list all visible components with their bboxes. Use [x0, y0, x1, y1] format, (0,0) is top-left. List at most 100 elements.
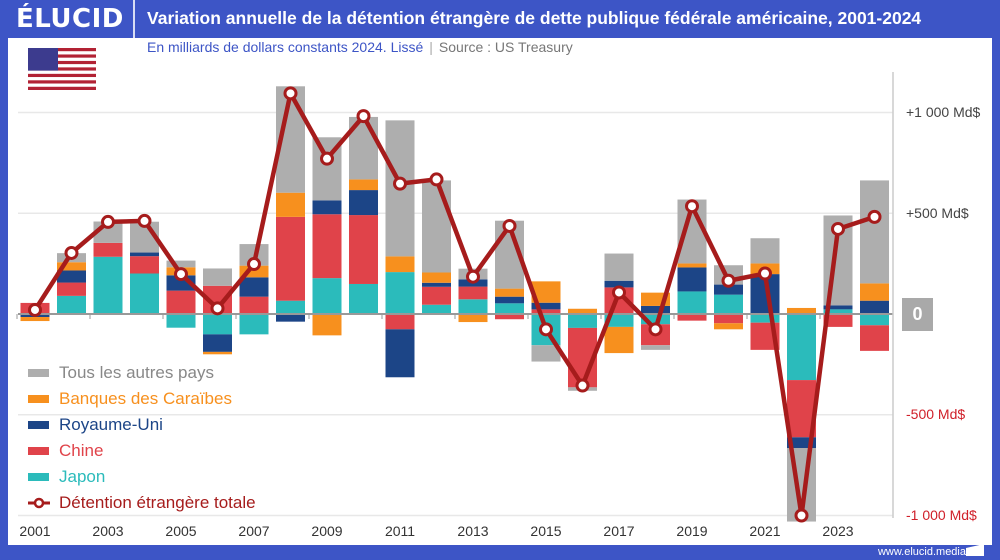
bar-segment-caraibes-2012 — [422, 272, 451, 283]
bar-segment-chine-2008 — [276, 216, 305, 301]
bar-segment-chine-2019 — [677, 314, 707, 321]
bar-segment-caraibes-2024 — [860, 283, 889, 301]
total-point-2014 — [502, 218, 517, 233]
bar-segment-caraibes-2015 — [531, 281, 561, 303]
total-point-2003 — [101, 214, 115, 229]
y-tick-label-zero: 0 — [902, 298, 933, 331]
bar-segment-ru-2012 — [422, 282, 451, 287]
subtitle-units: En milliards de dollars constants 2024. … — [147, 39, 424, 55]
bar-segment-japon-2006 — [203, 314, 232, 335]
total-point-2011 — [393, 176, 407, 191]
legend-item-caraibes: Banques des Caraïbes — [28, 386, 256, 412]
total-point-2008 — [283, 86, 298, 101]
total-point-2018 — [648, 322, 663, 337]
legend-item-chine: Chine — [28, 438, 256, 464]
bar-segment-caraibes-2019 — [677, 263, 707, 268]
bar-segment-chine-2012 — [422, 286, 451, 305]
bar-segment-ru-2011 — [385, 329, 415, 378]
total-point-2015 — [539, 322, 553, 337]
bar-segment-caraibes-2020 — [714, 323, 743, 330]
legend-label: Banques des Caraïbes — [59, 389, 232, 408]
line-marker-icon — [28, 497, 50, 509]
bar-segment-autres-2018 — [641, 345, 670, 350]
chart-title: Variation annuelle de la détention étran… — [147, 8, 922, 28]
bar-segment-ru-2024 — [860, 300, 889, 314]
x-tick-label-2019: 2019 — [676, 523, 707, 539]
total-point-2005 — [174, 267, 188, 282]
legend-swatch — [28, 473, 49, 481]
total-point-2001 — [28, 302, 42, 317]
bar-segment-japon-2013 — [458, 299, 488, 314]
bar-segment-caraibes-2007 — [239, 265, 269, 278]
bar-segment-caraibes-2014 — [495, 288, 524, 297]
total-point-2013 — [466, 269, 480, 284]
bar-segment-chine-2024 — [860, 325, 889, 351]
bar-segment-chine-2003 — [93, 242, 123, 257]
bar-segment-ru-2015 — [531, 302, 561, 310]
bar-segment-autres-2015 — [531, 345, 561, 362]
bar-segment-japon-2012 — [422, 304, 451, 314]
x-tick-label-2005: 2005 — [165, 523, 196, 539]
y-tick-label-m1000: -1 000 Md$ — [906, 507, 977, 523]
bar-segment-caraibes-2001 — [20, 317, 50, 322]
x-tick-label-2001: 2001 — [19, 523, 50, 539]
total-point-2002 — [64, 245, 79, 260]
total-point-2020 — [721, 273, 736, 288]
bar-segment-ru-2006 — [203, 334, 232, 352]
total-point-2006 — [210, 301, 225, 316]
bar-segment-ru-2004 — [130, 252, 159, 257]
bar-segment-caraibes-2013 — [458, 314, 488, 323]
legend-swatch — [28, 395, 49, 403]
total-point-2010 — [356, 109, 371, 124]
bar-segment-chine-2004 — [130, 256, 159, 274]
bar-segment-caraibes-2022 — [787, 307, 816, 314]
total-point-2021 — [758, 266, 772, 281]
legend-label: Royaume-Uni — [59, 415, 163, 434]
bar-segment-ru-2023 — [823, 305, 853, 310]
total-point-2024 — [867, 209, 882, 224]
bar-segment-chine-2010 — [349, 215, 378, 284]
bar-segment-autres-2024 — [860, 180, 889, 284]
legend-swatch — [28, 421, 49, 429]
subtitle-separator: | — [429, 39, 433, 55]
bar-segment-caraibes-2017 — [604, 326, 634, 354]
bar-segment-chine-2023 — [823, 314, 853, 327]
total-point-2016 — [575, 378, 590, 393]
bar-segment-chine-2005 — [166, 290, 196, 314]
header-divider — [133, 0, 135, 38]
bar-segment-ru-2002 — [57, 270, 86, 283]
bar-segment-ru-2007 — [239, 277, 269, 297]
legend-item-total: Détention étrangère totale — [28, 490, 256, 516]
bar-segment-caraibes-2010 — [349, 179, 378, 191]
subtitle-source: Source : US Treasury — [438, 39, 573, 55]
legend-label: Japon — [59, 467, 106, 486]
bar-segment-japon-2021 — [750, 314, 780, 323]
total-point-2004 — [137, 213, 152, 228]
footer-url[interactable]: www.elucid.media — [877, 546, 966, 558]
total-point-2012 — [429, 172, 444, 187]
bar-segment-japon-2011 — [385, 272, 415, 314]
legend-label: Chine — [59, 441, 104, 460]
total-point-2007 — [247, 257, 261, 272]
bar-segment-caraibes-2016 — [568, 308, 597, 314]
total-point-2009 — [320, 151, 334, 166]
bar-segment-japon-2008 — [276, 300, 305, 314]
bar-segment-ru-2010 — [349, 190, 378, 216]
bar-segment-chine-2020 — [714, 314, 743, 324]
bar-segment-autres-2021 — [750, 238, 780, 264]
y-tick-label-p1000: +1 000 Md$ — [906, 104, 981, 120]
legend-label: Détention étrangère totale — [59, 493, 256, 512]
bar-segment-autres-2006 — [203, 268, 232, 286]
bar-segment-japon-2004 — [130, 273, 159, 314]
bar-segment-japon-2017 — [604, 314, 634, 327]
bar-segment-autres-2017 — [604, 253, 634, 281]
bar-segment-caraibes-2009 — [312, 314, 342, 336]
elucid-mark-icon — [966, 544, 984, 556]
bar-segment-chine-2002 — [57, 282, 86, 296]
total-point-2019 — [685, 199, 699, 214]
bar-segment-japon-2014 — [495, 303, 524, 314]
bar-segment-chine-2009 — [312, 214, 342, 279]
total-point-2017 — [612, 285, 626, 300]
y-tick-label-p500: +500 Md$ — [906, 205, 969, 221]
